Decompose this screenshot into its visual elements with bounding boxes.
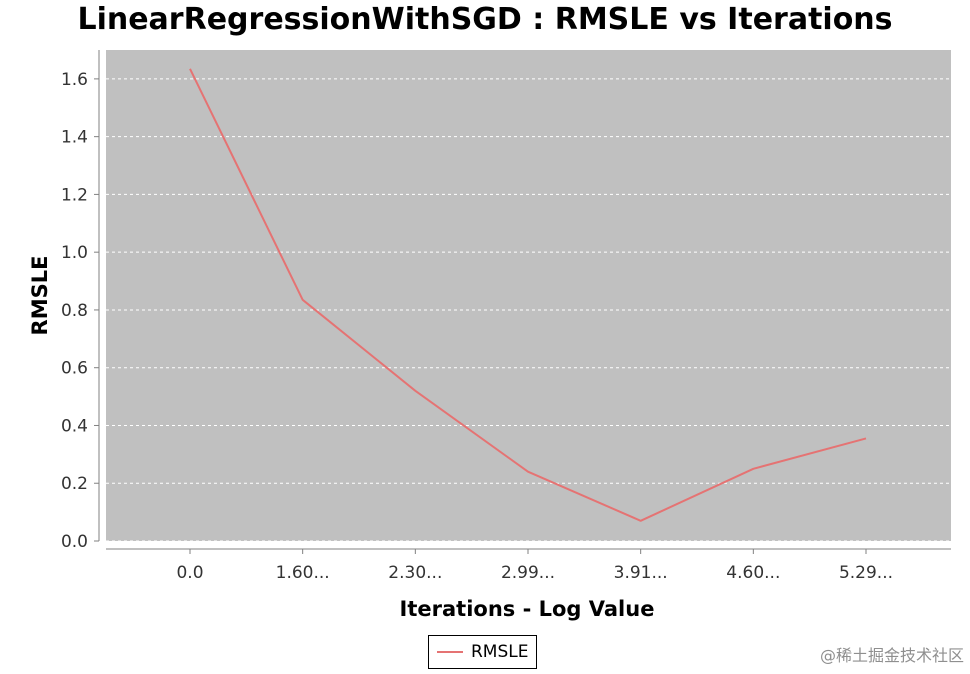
- x-tick-label: 4.60...: [726, 563, 780, 583]
- legend: RMSLE: [428, 635, 538, 669]
- legend-swatch: [437, 651, 463, 653]
- y-tick-label: 1.6: [61, 70, 88, 90]
- axes: [94, 50, 951, 554]
- y-axis-label: RMSLE: [28, 256, 52, 336]
- series-layer: [189, 68, 867, 522]
- y-tick-label: 0.6: [61, 359, 88, 379]
- x-axis-label: Iterations - Log Value: [400, 597, 655, 621]
- y-tick-label: 0.0: [61, 532, 88, 552]
- x-tick-label: 0.0: [176, 563, 203, 583]
- y-tick-label: 1.0: [61, 243, 88, 263]
- x-tick-label: 2.30...: [388, 563, 442, 583]
- x-tick-label: 2.99...: [501, 563, 555, 583]
- tick-labels: 0.0 0.2 0.4 0.6 0.8 1.0 1.2 1.4 1.6 0.0 1.60... 2.3…: [61, 70, 893, 583]
- grid-lines: [106, 78, 951, 542]
- chart-title: LinearRegressionWithSGD : RMSLE vs Itera…: [77, 2, 893, 37]
- legend-label: RMSLE: [471, 642, 529, 662]
- watermark: @稀土掘金技术社区: [819, 646, 964, 665]
- y-tick-label: 0.2: [61, 474, 88, 494]
- x-tick-label: 5.29...: [839, 563, 893, 583]
- y-tick-label: 0.8: [61, 301, 88, 321]
- x-tick-label: 3.91...: [614, 563, 668, 583]
- x-tick-label: 1.60...: [276, 563, 330, 583]
- plot-area: [106, 50, 951, 541]
- y-tick-label: 1.2: [61, 185, 88, 205]
- y-tick-label: 1.4: [61, 128, 88, 148]
- y-tick-label: 0.4: [61, 416, 88, 436]
